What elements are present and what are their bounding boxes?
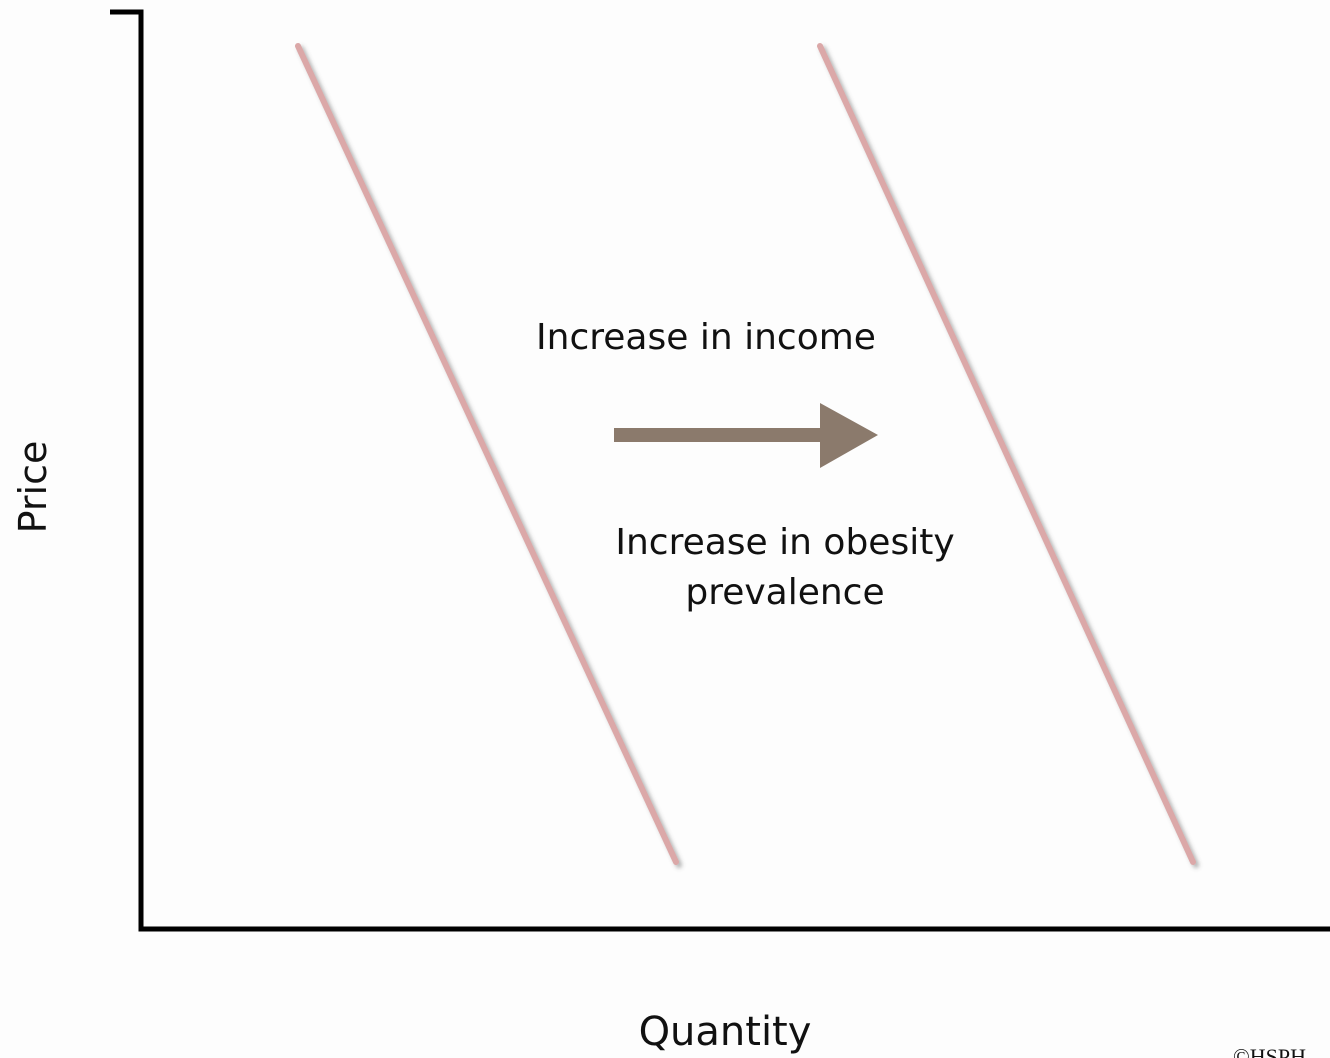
axes (110, 9, 1330, 932)
y-axis-label: Price (11, 441, 55, 534)
effect-label: Increase in obesity (615, 522, 954, 563)
demand-curve-shifted (817, 43, 1196, 865)
demand-curve-original (295, 43, 679, 865)
arrow-head (820, 403, 878, 468)
watermark: ©HSPH (1233, 1044, 1306, 1058)
shift-cause-label: Increase in income (536, 317, 876, 358)
effect-label: prevalence (685, 572, 884, 613)
arrow-shaft (614, 428, 822, 442)
x-axis-label: Quantity (639, 1009, 812, 1055)
